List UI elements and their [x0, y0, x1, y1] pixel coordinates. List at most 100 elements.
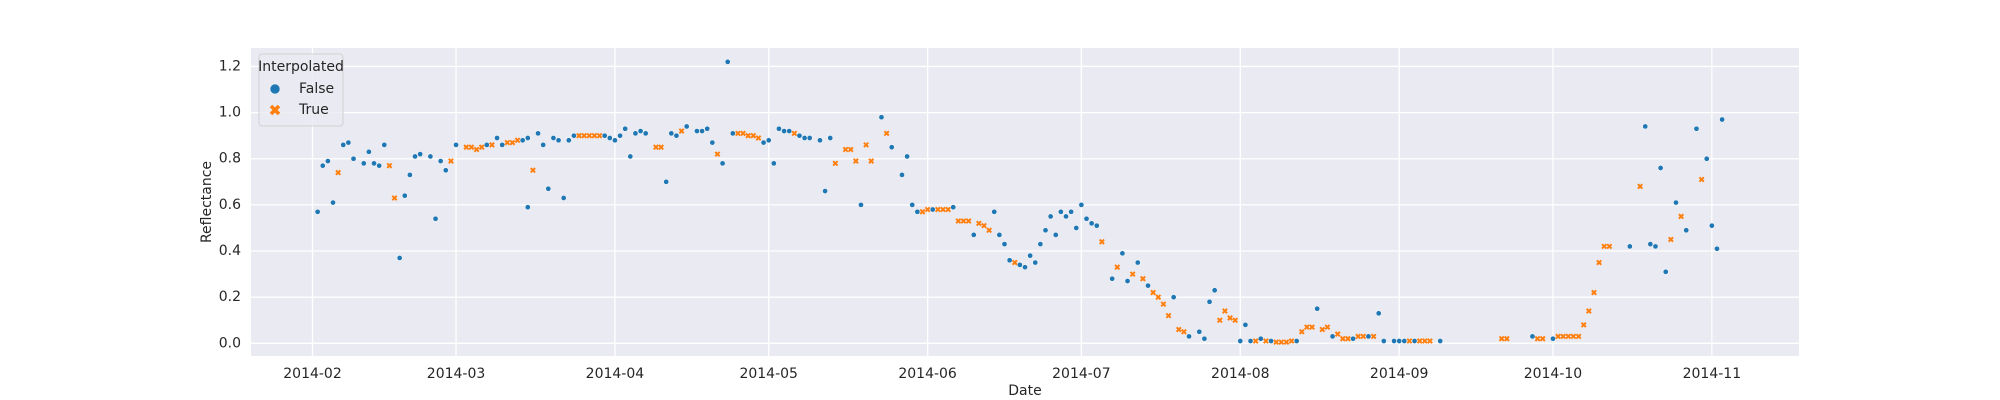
- data-point: [519, 137, 526, 144]
- data-point: [1242, 322, 1249, 328]
- x-tick-label: 2014-08: [1211, 366, 1270, 382]
- data-point: [1001, 241, 1008, 247]
- data-point: [1714, 245, 1720, 252]
- y-tick-label: 1.2: [219, 58, 241, 74]
- x-tick-label: 2014-03: [427, 366, 486, 382]
- data-point: [319, 162, 326, 169]
- data-point: [817, 137, 823, 144]
- data-point: [1273, 339, 1280, 346]
- data-point: [1150, 289, 1157, 296]
- data-point: [832, 160, 839, 167]
- data-point: [1355, 333, 1362, 340]
- data-point: [417, 151, 424, 157]
- data-point: [371, 160, 377, 167]
- data-point: [350, 155, 357, 162]
- data-point: [996, 232, 1003, 238]
- data-point: [683, 123, 690, 130]
- data-point: [596, 132, 603, 139]
- data-point: [483, 142, 490, 148]
- legend-box: [258, 53, 344, 127]
- data-point: [432, 215, 439, 222]
- data-point: [407, 172, 413, 178]
- x-tick-label: 2014-09: [1370, 366, 1429, 382]
- data-point: [745, 132, 752, 139]
- data-point: [1570, 333, 1577, 340]
- data-point: [1657, 165, 1664, 171]
- data-point: [1575, 333, 1582, 340]
- data-point: [1058, 208, 1064, 215]
- data-point: [1585, 308, 1592, 314]
- data-point: [863, 141, 869, 148]
- data-point: [565, 137, 572, 144]
- data-point: [1252, 338, 1259, 344]
- data-point: [1237, 338, 1244, 344]
- data-point: [1683, 227, 1690, 234]
- data-point: [1350, 335, 1356, 342]
- data-point: [1216, 317, 1223, 324]
- data-point: [678, 128, 685, 134]
- data-point: [1596, 259, 1602, 266]
- data-point: [852, 158, 859, 164]
- data-point: [494, 135, 500, 141]
- data-point: [724, 58, 731, 65]
- x-tick-label: 2014-10: [1524, 366, 1583, 382]
- data-point: [904, 153, 910, 160]
- legend-label: False: [299, 81, 334, 97]
- data-point: [842, 146, 849, 153]
- data-point: [412, 153, 418, 160]
- data-point: [719, 160, 726, 167]
- data-point: [1667, 236, 1674, 243]
- data-point: [791, 130, 798, 137]
- data-point: [1652, 243, 1659, 250]
- data-point: [571, 132, 577, 139]
- data-point: [1186, 333, 1192, 340]
- x-tick-label: 2014-02: [283, 366, 342, 382]
- data-point: [1232, 317, 1239, 324]
- data-point: [858, 202, 864, 208]
- data-point: [888, 144, 895, 151]
- data-point: [714, 151, 721, 158]
- data-point: [1027, 252, 1033, 259]
- data-point: [940, 206, 946, 213]
- x-tick-label: 2014-07: [1052, 366, 1111, 382]
- data-point: [868, 158, 875, 164]
- data-point: [366, 148, 372, 155]
- data-point: [478, 144, 485, 151]
- data-point: [822, 188, 828, 194]
- data-point: [1380, 338, 1387, 344]
- data-point: [1068, 208, 1074, 215]
- data-point: [1698, 176, 1705, 183]
- y-tick-label: 0.0: [219, 335, 241, 351]
- data-point: [991, 208, 998, 215]
- data-point: [1662, 268, 1669, 275]
- data-point: [1180, 328, 1187, 335]
- plot-area: [251, 48, 1799, 356]
- data-point: [960, 218, 967, 224]
- data-point: [1017, 262, 1023, 268]
- data-point: [1052, 232, 1059, 238]
- data-point: [401, 192, 408, 199]
- data-point: [1580, 321, 1587, 328]
- data-point: [1047, 213, 1054, 220]
- data-point: [376, 162, 382, 169]
- data-point: [612, 137, 618, 144]
- data-point: [1268, 338, 1274, 344]
- data-point: [1673, 199, 1679, 206]
- data-point: [617, 132, 623, 139]
- data-point: [950, 204, 957, 211]
- data-point: [560, 195, 567, 201]
- data-point: [581, 132, 588, 139]
- data-point: [360, 160, 367, 167]
- data-point: [473, 146, 480, 153]
- data-point: [1022, 264, 1028, 271]
- legend-label: True: [298, 102, 329, 118]
- data-point: [909, 202, 916, 208]
- data-point: [765, 137, 772, 144]
- data-point: [442, 167, 449, 174]
- data-point: [1365, 333, 1372, 340]
- data-point: [345, 139, 352, 146]
- data-point: [1109, 275, 1115, 282]
- x-tick-label: 2014-11: [1683, 366, 1742, 382]
- data-point: [1288, 338, 1295, 344]
- legend-marker: [269, 104, 281, 116]
